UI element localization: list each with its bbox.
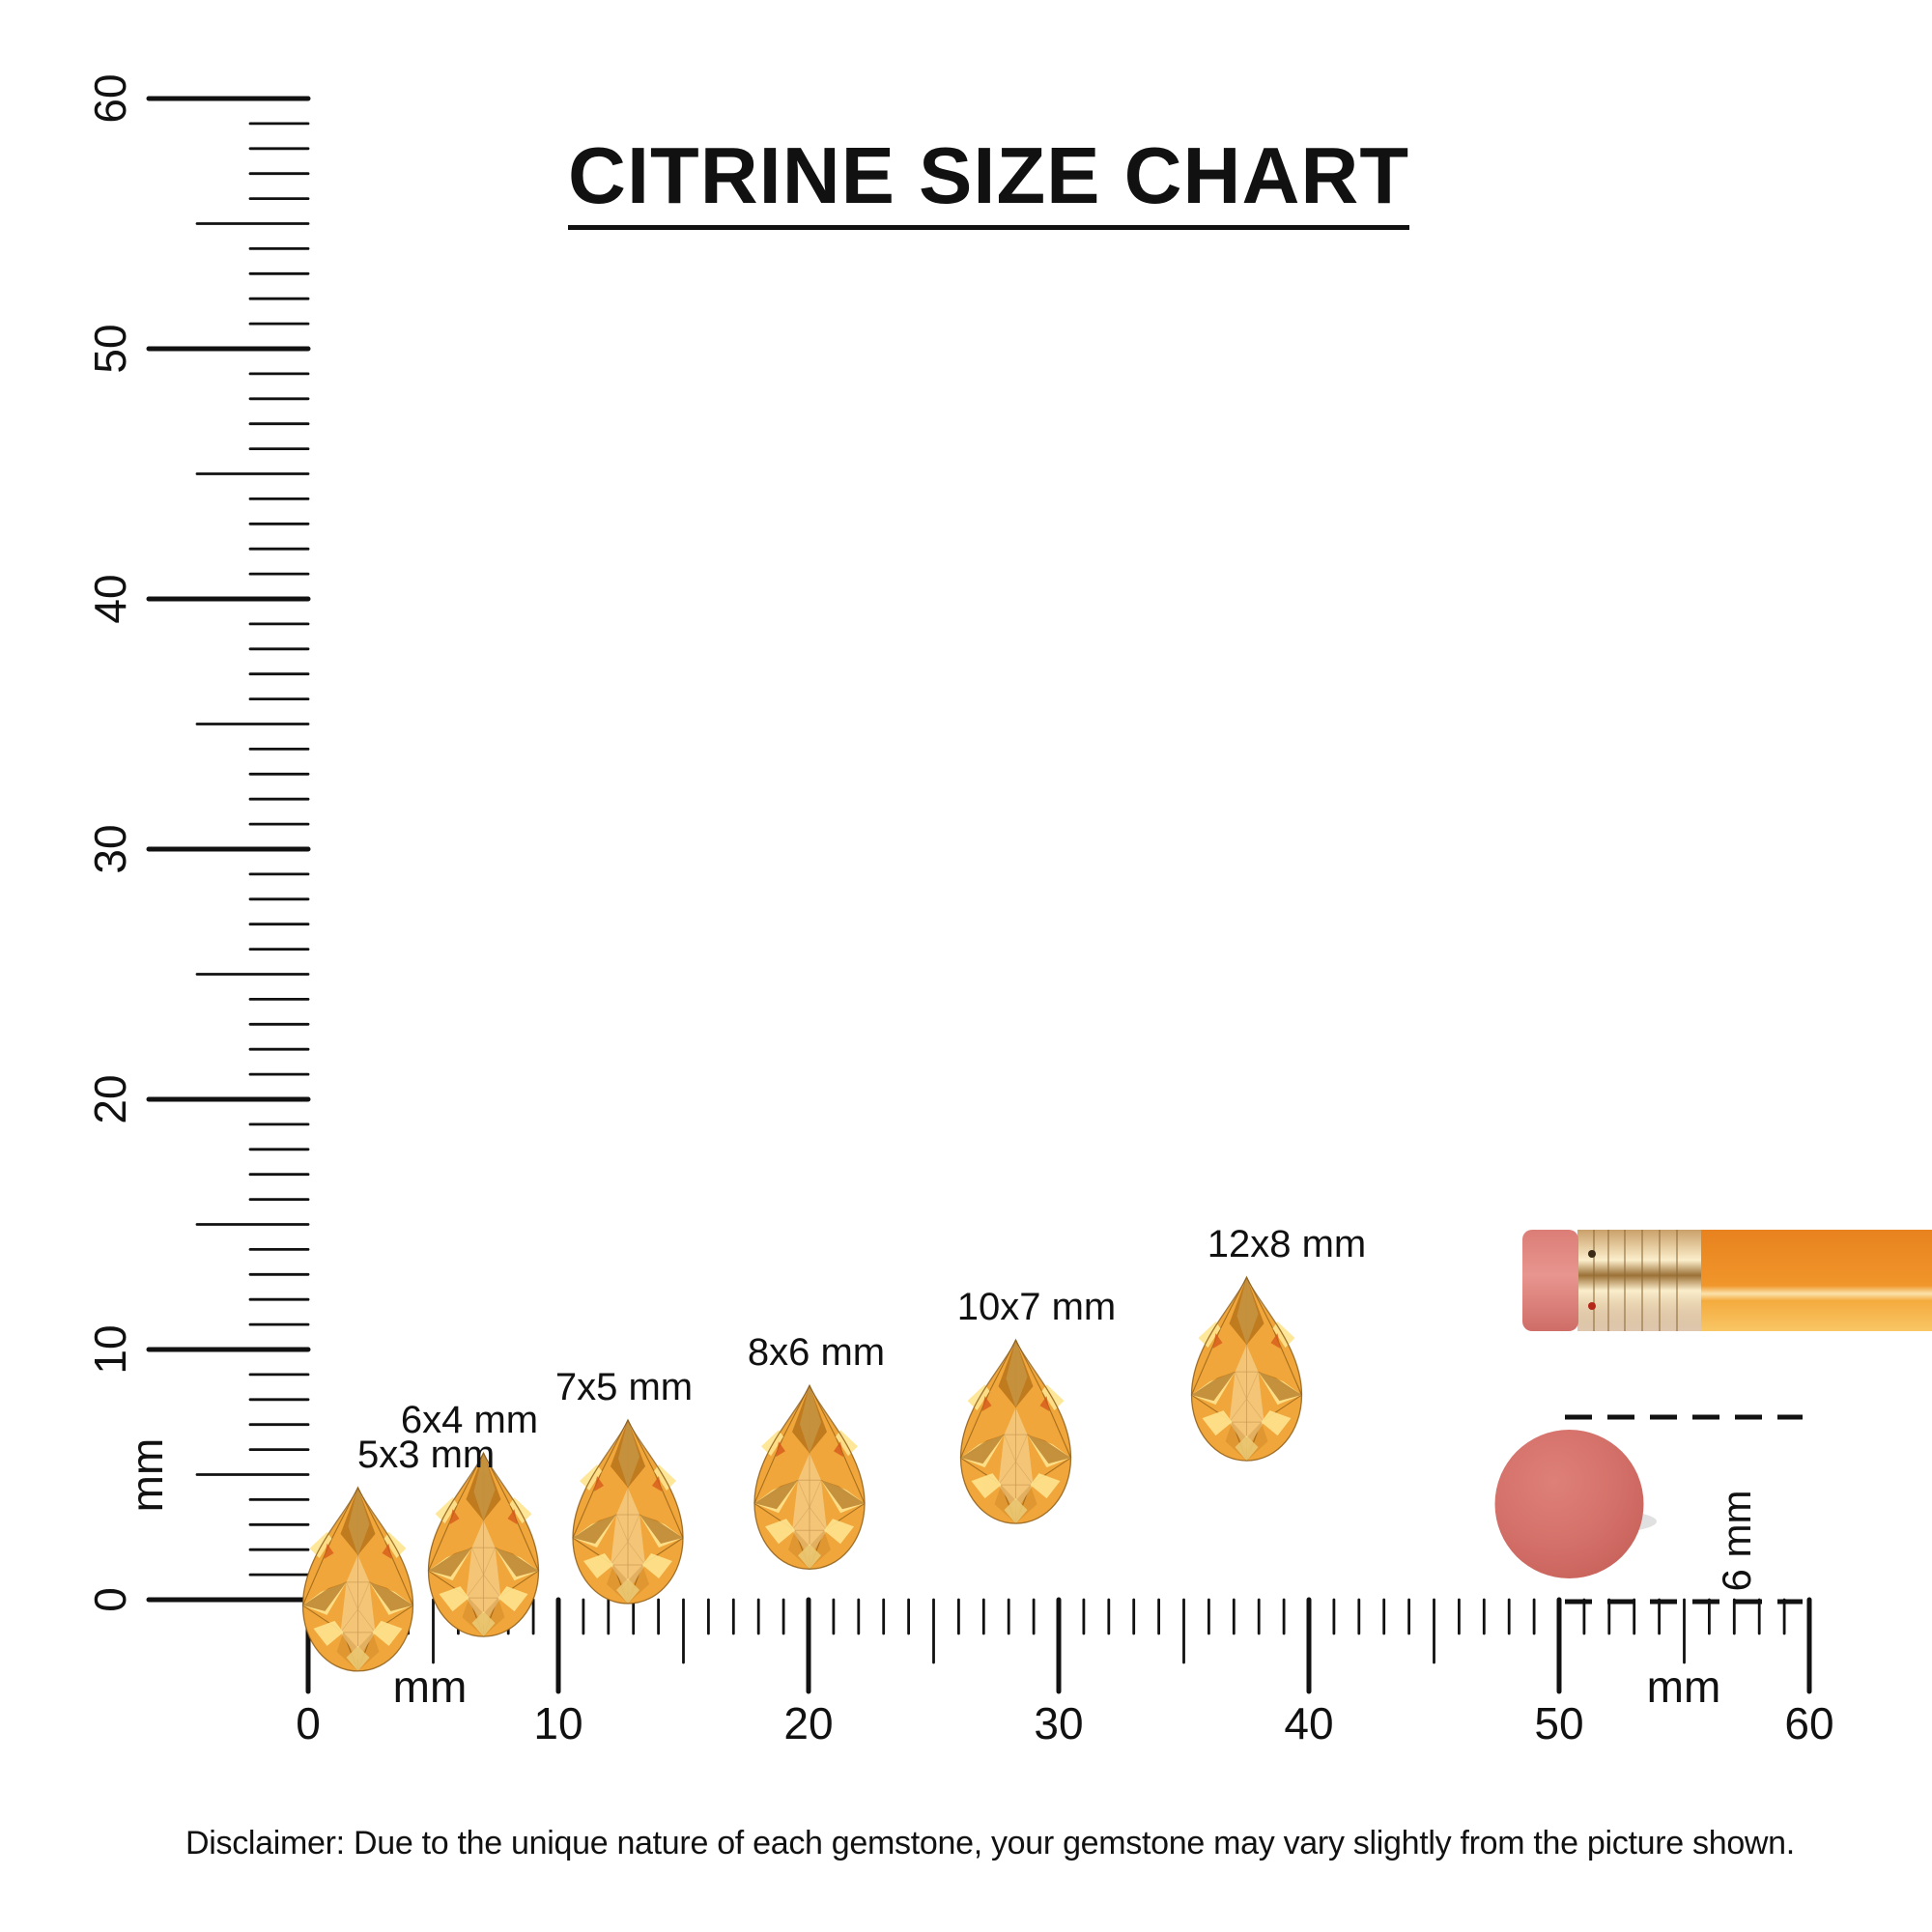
svg-text:50: 50 <box>1534 1698 1583 1748</box>
svg-text:8x6 mm: 8x6 mm <box>748 1331 885 1374</box>
svg-text:40: 40 <box>1284 1698 1333 1748</box>
svg-text:6x4 mm: 6x4 mm <box>401 1399 538 1441</box>
svg-text:30: 30 <box>85 824 135 873</box>
svg-text:10: 10 <box>85 1324 135 1374</box>
svg-text:20: 20 <box>85 1074 135 1123</box>
svg-text:60: 60 <box>1784 1698 1833 1748</box>
svg-text:30: 30 <box>1034 1698 1083 1748</box>
svg-text:7x5 mm: 7x5 mm <box>555 1366 693 1408</box>
svg-text:mm: mm <box>1647 1662 1721 1712</box>
svg-text:10: 10 <box>533 1698 582 1748</box>
svg-text:12x8 mm: 12x8 mm <box>1208 1223 1367 1265</box>
svg-text:mm: mm <box>393 1662 468 1712</box>
svg-text:0: 0 <box>85 1587 135 1612</box>
svg-text:6 mm: 6 mm <box>1714 1491 1759 1592</box>
svg-text:20: 20 <box>783 1698 833 1748</box>
svg-text:mm: mm <box>122 1438 172 1513</box>
svg-text:60: 60 <box>85 73 135 123</box>
svg-text:0: 0 <box>296 1698 321 1748</box>
svg-text:10x7 mm: 10x7 mm <box>957 1286 1117 1328</box>
svg-text:40: 40 <box>85 574 135 623</box>
svg-text:50: 50 <box>85 324 135 373</box>
